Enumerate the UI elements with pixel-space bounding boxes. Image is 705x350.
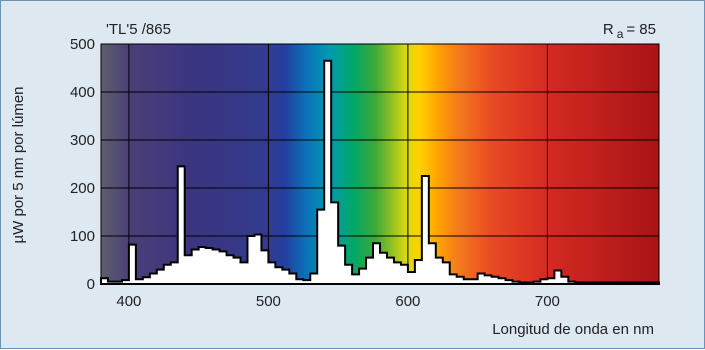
y-tick-label-100: 100 bbox=[70, 228, 95, 245]
plot-frame bbox=[100, 43, 660, 285]
x-tick-label-500: 500 bbox=[256, 293, 281, 310]
x-tick-label-700: 700 bbox=[535, 293, 560, 310]
y-tick-label-200: 200 bbox=[70, 180, 95, 197]
x-tick-label-600: 600 bbox=[395, 293, 420, 310]
x-axis-label: Longitud de onda en nm bbox=[492, 321, 654, 338]
y-axis-label: µW por 5 nm por lúmen bbox=[10, 86, 27, 243]
ra-prefix: R bbox=[603, 21, 614, 38]
spectral-power-area bbox=[100, 59, 660, 285]
ra-subscript: a bbox=[617, 27, 624, 41]
y-axis-ticks: 0 100 200 300 400 500 bbox=[70, 36, 95, 293]
y-tick-label-500: 500 bbox=[70, 36, 95, 53]
grid-lines bbox=[101, 44, 659, 284]
y-tick-label-300: 300 bbox=[70, 132, 95, 149]
chart-title: 'TL'5 /865 bbox=[106, 21, 171, 38]
y-tick-label-400: 400 bbox=[70, 84, 95, 101]
y-tick-label-0: 0 bbox=[87, 276, 95, 293]
ra-suffix: = 85 bbox=[626, 21, 656, 38]
x-tick-label-400: 400 bbox=[116, 293, 141, 310]
x-axis-ticks: 400 500 600 700 bbox=[116, 293, 560, 310]
